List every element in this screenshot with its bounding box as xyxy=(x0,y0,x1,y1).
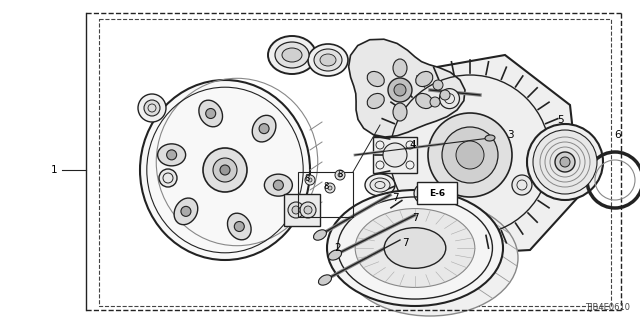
Circle shape xyxy=(555,152,575,172)
Circle shape xyxy=(560,157,570,167)
Ellipse shape xyxy=(268,36,316,74)
Circle shape xyxy=(159,169,177,187)
Ellipse shape xyxy=(314,230,326,240)
Circle shape xyxy=(440,89,460,108)
Ellipse shape xyxy=(328,250,342,260)
Ellipse shape xyxy=(393,103,407,121)
Circle shape xyxy=(527,124,603,200)
Ellipse shape xyxy=(282,48,302,62)
Ellipse shape xyxy=(157,144,186,166)
Ellipse shape xyxy=(199,100,223,127)
Ellipse shape xyxy=(355,209,475,287)
Ellipse shape xyxy=(227,213,251,240)
Ellipse shape xyxy=(275,42,309,68)
Circle shape xyxy=(288,202,304,218)
Ellipse shape xyxy=(393,59,407,77)
Polygon shape xyxy=(375,55,580,255)
Circle shape xyxy=(292,206,300,214)
Circle shape xyxy=(273,180,284,190)
Circle shape xyxy=(335,170,345,180)
Text: 5: 5 xyxy=(557,115,563,125)
Circle shape xyxy=(512,175,532,195)
Bar xyxy=(99,19,611,306)
Bar xyxy=(284,194,320,226)
Ellipse shape xyxy=(319,275,332,285)
Circle shape xyxy=(308,178,312,182)
Text: 4: 4 xyxy=(410,140,416,150)
Text: 7: 7 xyxy=(412,213,419,223)
Circle shape xyxy=(220,165,230,175)
Text: 2: 2 xyxy=(335,243,341,253)
Ellipse shape xyxy=(367,71,384,86)
FancyBboxPatch shape xyxy=(417,182,457,204)
Circle shape xyxy=(388,78,412,102)
Circle shape xyxy=(304,206,312,214)
Polygon shape xyxy=(349,39,465,137)
Ellipse shape xyxy=(320,54,336,66)
Bar xyxy=(298,172,353,217)
Circle shape xyxy=(428,113,512,197)
Circle shape xyxy=(456,141,484,169)
Circle shape xyxy=(259,124,269,134)
Circle shape xyxy=(442,127,498,183)
Text: 6: 6 xyxy=(614,130,621,140)
Ellipse shape xyxy=(370,178,390,192)
Ellipse shape xyxy=(365,174,395,196)
Circle shape xyxy=(433,80,443,90)
Circle shape xyxy=(305,175,315,185)
Circle shape xyxy=(394,84,406,96)
Text: 8: 8 xyxy=(337,170,342,179)
Ellipse shape xyxy=(384,228,446,268)
Ellipse shape xyxy=(174,198,198,225)
Ellipse shape xyxy=(416,93,433,108)
Ellipse shape xyxy=(485,135,495,141)
Ellipse shape xyxy=(342,200,518,316)
Ellipse shape xyxy=(264,174,292,196)
Text: 3: 3 xyxy=(507,130,513,140)
Circle shape xyxy=(338,173,342,177)
Circle shape xyxy=(440,90,450,100)
Circle shape xyxy=(213,158,237,182)
Ellipse shape xyxy=(416,71,433,86)
Text: 8: 8 xyxy=(304,173,310,182)
Ellipse shape xyxy=(314,49,342,71)
Circle shape xyxy=(383,143,407,167)
Circle shape xyxy=(533,130,597,194)
Text: TJB4E0610: TJB4E0610 xyxy=(586,303,630,313)
Text: E-6: E-6 xyxy=(429,188,445,197)
Ellipse shape xyxy=(252,115,276,142)
Circle shape xyxy=(325,183,335,193)
Circle shape xyxy=(181,206,191,216)
Bar xyxy=(373,137,417,173)
Ellipse shape xyxy=(140,80,310,260)
Ellipse shape xyxy=(308,44,348,76)
Circle shape xyxy=(414,184,434,204)
Ellipse shape xyxy=(367,93,384,108)
Circle shape xyxy=(138,94,166,122)
Circle shape xyxy=(430,97,440,107)
Text: 7: 7 xyxy=(402,238,408,248)
Circle shape xyxy=(205,108,216,118)
Text: 8: 8 xyxy=(323,181,329,190)
Circle shape xyxy=(166,150,177,160)
Text: 7: 7 xyxy=(392,193,398,203)
Text: 1: 1 xyxy=(51,165,58,175)
Circle shape xyxy=(234,221,244,231)
Circle shape xyxy=(300,202,316,218)
Circle shape xyxy=(144,100,160,116)
Ellipse shape xyxy=(327,190,503,306)
Circle shape xyxy=(328,186,332,190)
Circle shape xyxy=(203,148,247,192)
